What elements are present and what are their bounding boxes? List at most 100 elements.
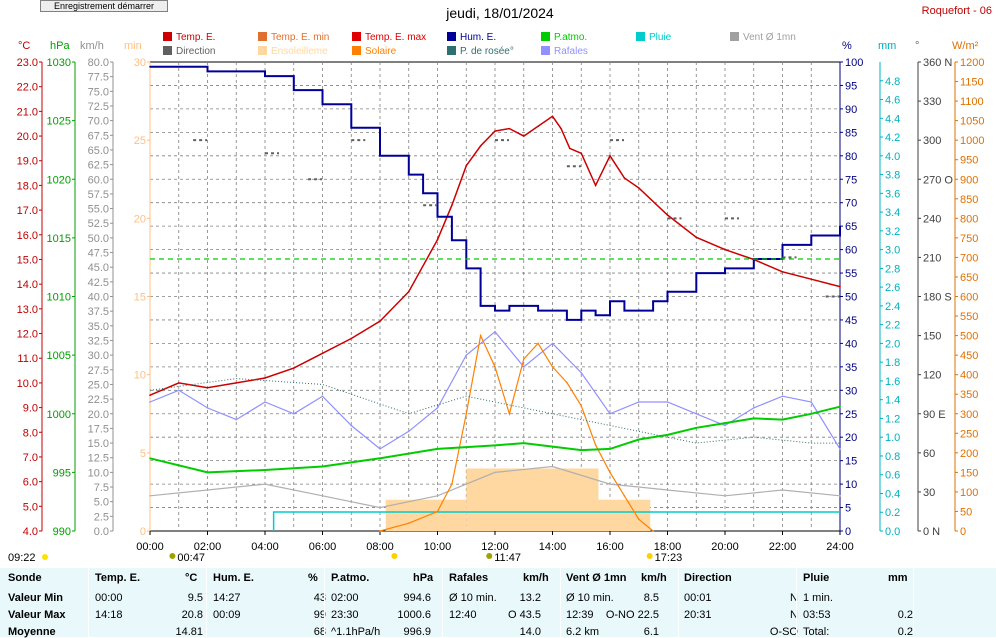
solar-axis-tick-label: 550 [960,311,978,323]
humidity-axis-tick-label: 65 [845,221,857,233]
data-point [149,401,151,403]
data-point [379,457,381,460]
data-point [551,465,554,468]
wind-axis-tick-label: 72.5 [88,101,109,113]
rain-axis-tick-label: 3.0 [885,245,900,257]
temp-axis-tick-label: 13.0 [17,304,38,316]
data-point [551,445,554,448]
data-point [379,530,381,532]
temp-axis-tick-label: 19.0 [17,156,38,168]
unit-rain: mm [878,40,897,52]
data-point [623,177,626,179]
data-point [652,530,654,532]
table-cell: 0.2 [897,609,913,621]
data-point [206,471,209,474]
humidity-axis-tick-label: 60 [845,245,857,257]
x-tick-label: 06:00 [309,541,337,553]
x-tick-label: 08:00 [366,541,394,553]
record-start-button[interactable]: Enregistrement démarrer [40,0,168,12]
solar-axis-tick-label: 250 [960,428,978,440]
temp-axis-tick-label: 4.0 [23,526,38,538]
humidity-axis-tick-label: 85 [845,127,857,139]
table-cell: 6.1 [643,626,659,638]
wind-axis-tick-label: 52.5 [88,218,109,230]
pressure-axis-tick-label: 990 [53,526,71,538]
data-point [479,145,482,147]
rain-axis-tick-label: 0.6 [885,470,900,482]
solar-axis-tick-label: 1000 [960,135,984,147]
legend-label: Temp. E. [176,32,216,43]
data-point [839,495,841,497]
wind-axis-tick-label: 5.0 [94,497,109,509]
unit-sun-minutes: min [124,40,142,52]
data-point [177,382,180,384]
sun-marker-icon [169,553,176,559]
legend-swatch [258,46,267,55]
data-point [264,401,266,403]
data-point [436,448,439,450]
temp-axis-tick-label: 12.0 [17,329,38,341]
humidity-axis-tick-label: 45 [845,315,857,327]
data-point [451,483,453,485]
table-cell: Ø 10 min. [449,592,497,604]
data-point [264,75,266,77]
data-point [321,495,324,497]
pressure-axis-tick-label: 1000 [47,409,71,421]
legend-label: P. de rosée° [460,46,514,57]
wind-axis-tick-label: 50.0 [88,233,109,245]
wind-axis-tick-label: 40.0 [88,292,109,304]
solar-axis-tick-label: 900 [960,174,978,186]
table-cell: 8.5 [643,592,659,604]
x-tick-label: 22:00 [769,541,797,553]
data-point [149,495,151,497]
pressure-axis-tick-label: 995 [53,467,71,479]
header-pressure-unit: hPa [413,572,434,584]
data-point [566,319,568,321]
data-point [177,389,180,392]
sun-marker-label: 00:47 [177,552,205,564]
data-point [465,354,468,356]
solar-axis-tick-label: 0 [960,526,966,538]
direction-axis-tick-label: 30 [923,487,935,499]
sun-marker-icon [486,553,493,559]
x-tick-label: 02:00 [194,541,222,553]
sun-marker-icon [391,553,398,559]
data-point [666,291,669,293]
direction-axis-tick-label: 240 [923,213,941,225]
wind-axis-tick-label: 30.0 [88,350,109,362]
table-cell: O 43.5 [507,609,541,621]
legend-label: Vent Ø 1mn [743,32,796,43]
legend-swatch [163,32,172,41]
legend-label: P.atmo. [554,32,588,43]
rain-axis-tick-label: 0.4 [885,488,900,500]
data-point [479,305,482,307]
data-point [637,309,640,312]
temp-axis-tick-label: 6.0 [23,477,38,489]
header-rain-unit: mm [888,572,908,584]
sun-axis-tick-label: 30 [134,57,146,69]
wind-axis-tick-label: 20.0 [88,409,109,421]
rain-axis-tick-label: 1.8 [885,357,900,369]
data-point [465,267,468,270]
header-rain: Pluie [803,572,830,584]
data-point [149,394,151,397]
data-point [149,457,151,460]
temp-axis-tick-label: 23.0 [17,57,38,69]
wind-axis-tick-label: 80.0 [88,57,109,69]
data-point [781,271,784,273]
data-point [479,334,482,337]
solar-axis-tick-label: 400 [960,370,978,382]
rain-axis-tick-label: 3.4 [885,207,900,219]
data-point [810,278,813,281]
legend-swatch [352,32,361,41]
header-hum: Hum. E. [213,572,254,584]
direction-axis-tick-label: 150 [923,331,941,343]
row-label: Valeur Min [8,592,64,604]
data-point [781,395,784,397]
data-point [321,465,324,468]
solar-axis-tick-label: 850 [960,194,978,206]
data-point [652,300,654,302]
humidity-axis-tick-label: 95 [845,80,857,92]
legend-item-direction: Direction [163,46,215,57]
wind-axis-tick-label: 47.5 [88,248,109,260]
